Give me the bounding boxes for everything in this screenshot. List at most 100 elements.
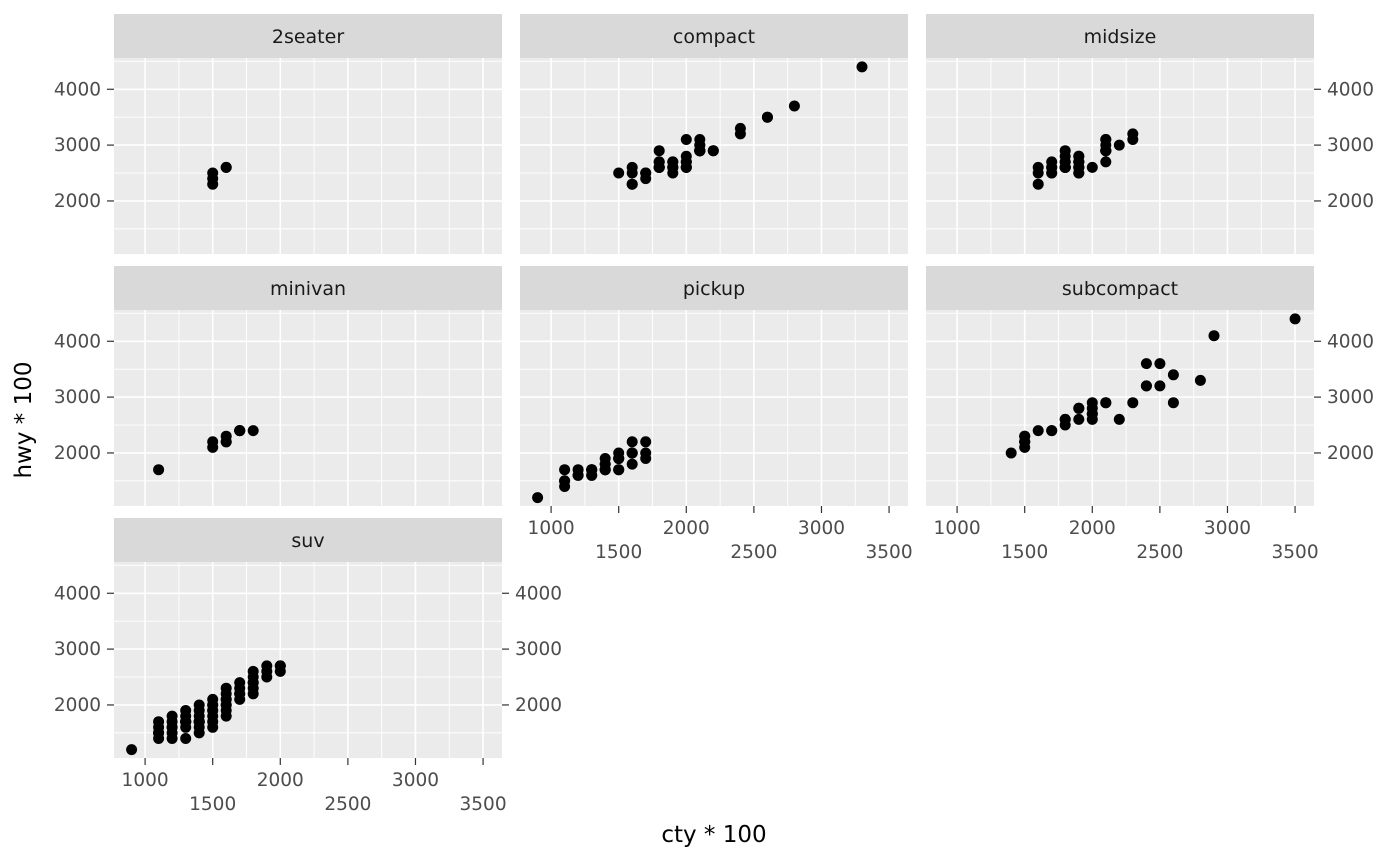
- y-tick-label: 4000: [54, 583, 101, 604]
- data-point: [532, 492, 544, 504]
- data-point: [166, 733, 178, 744]
- data-point: [207, 721, 219, 733]
- facet-strip: [114, 266, 502, 310]
- data-point: [1167, 397, 1179, 409]
- data-point: [707, 145, 719, 157]
- data-point: [694, 145, 706, 157]
- panel-bg: [926, 310, 1314, 506]
- x-tick-label: 3500: [1272, 542, 1319, 563]
- data-point: [126, 744, 138, 756]
- panel-bg: [114, 310, 502, 506]
- x-tick-label: 2000: [1069, 518, 1116, 539]
- facet-strip: [926, 14, 1314, 58]
- points-group: [613, 61, 868, 190]
- data-point: [1140, 358, 1152, 370]
- facet-pickup: pickup 1000 1500 2000 2500 3000 3500: [520, 266, 913, 563]
- data-point: [153, 716, 165, 728]
- y-tick-label: 2000: [1327, 191, 1374, 212]
- data-point: [234, 693, 246, 705]
- data-point: [1167, 369, 1179, 381]
- data-point: [1073, 402, 1085, 414]
- data-point: [261, 665, 273, 677]
- data-point: [599, 458, 611, 470]
- data-point: [247, 425, 259, 437]
- data-point: [1046, 161, 1058, 173]
- data-point: [220, 161, 232, 173]
- data-point: [667, 161, 679, 173]
- data-point: [1208, 330, 1220, 342]
- y-tick-label: 4000: [54, 331, 101, 352]
- points-group: [1032, 128, 1139, 190]
- data-point: [788, 100, 800, 112]
- data-point: [694, 134, 706, 145]
- y-tick-label: 3000: [1327, 387, 1374, 408]
- facet-suv: suv 2000 3000 4000 2000 3000 4000 1000 1500 2000 2…: [54, 518, 562, 815]
- facet-strip-label: minivan: [270, 278, 346, 300]
- points-group: [153, 425, 259, 476]
- y-tick-label: 2000: [1327, 443, 1374, 464]
- facet-strip-label: 2seater: [272, 26, 344, 48]
- data-point: [220, 430, 232, 442]
- x-axis-title: cty * 100: [661, 822, 767, 848]
- facet-2seater: 2seater 2000 3000 4000: [54, 14, 502, 254]
- panel-bg: [926, 58, 1314, 254]
- data-point: [247, 688, 259, 700]
- data-point: [153, 464, 165, 476]
- y-tick-label: 3000: [1327, 135, 1374, 156]
- data-point: [1032, 425, 1044, 437]
- data-point: [1005, 447, 1017, 459]
- data-point: [734, 128, 746, 140]
- facet-strip-label: pickup: [683, 278, 745, 300]
- data-point: [180, 710, 192, 722]
- data-point: [653, 145, 665, 157]
- x-tick-label: 1500: [595, 542, 642, 563]
- data-point: [220, 710, 232, 722]
- y-tick-label: 3000: [515, 639, 562, 660]
- y-tick-label: 2000: [54, 191, 101, 212]
- points-group: [207, 161, 232, 190]
- data-point: [1113, 139, 1125, 151]
- x-tick-label: 2500: [1136, 542, 1183, 563]
- data-point: [613, 464, 625, 476]
- data-point: [856, 61, 868, 73]
- x-tick-label: 3000: [1204, 518, 1251, 539]
- data-point: [1019, 441, 1031, 453]
- data-point: [274, 660, 286, 672]
- x-tick-label: 3000: [798, 518, 845, 539]
- x-tick-label: 1000: [934, 518, 981, 539]
- data-point: [1154, 380, 1166, 392]
- data-point: [586, 464, 598, 476]
- data-point: [1073, 413, 1085, 425]
- y-tick-label: 2000: [54, 695, 101, 716]
- data-point: [1046, 425, 1058, 437]
- data-point: [207, 441, 219, 453]
- data-point: [626, 167, 638, 179]
- facet-strip: [926, 266, 1314, 310]
- y-tick-label: 2000: [515, 695, 562, 716]
- x-tick-label: 1000: [528, 518, 575, 539]
- facet-midsize: midsize 2000 3000 4000: [926, 14, 1374, 254]
- data-point: [1086, 161, 1098, 173]
- data-point: [1100, 139, 1112, 151]
- facet-strip: [114, 14, 502, 58]
- panel-bg: [114, 58, 502, 254]
- data-point: [1127, 128, 1139, 140]
- data-point: [626, 447, 638, 459]
- y-tick-label: 4000: [1327, 331, 1374, 352]
- data-point: [1032, 178, 1044, 190]
- data-point: [1059, 156, 1071, 168]
- data-point: [626, 178, 638, 190]
- facet-strip-label: suv: [291, 530, 324, 552]
- data-point: [572, 469, 584, 481]
- points-group: [532, 436, 652, 504]
- x-tick-label: 1000: [122, 770, 169, 791]
- data-point: [166, 721, 178, 733]
- data-point: [207, 693, 219, 705]
- data-point: [1154, 358, 1166, 370]
- x-tick-label: 2000: [257, 770, 304, 791]
- x-tick-label: 3500: [866, 542, 913, 563]
- data-point: [1113, 413, 1125, 425]
- facet-compact: compact: [520, 14, 908, 254]
